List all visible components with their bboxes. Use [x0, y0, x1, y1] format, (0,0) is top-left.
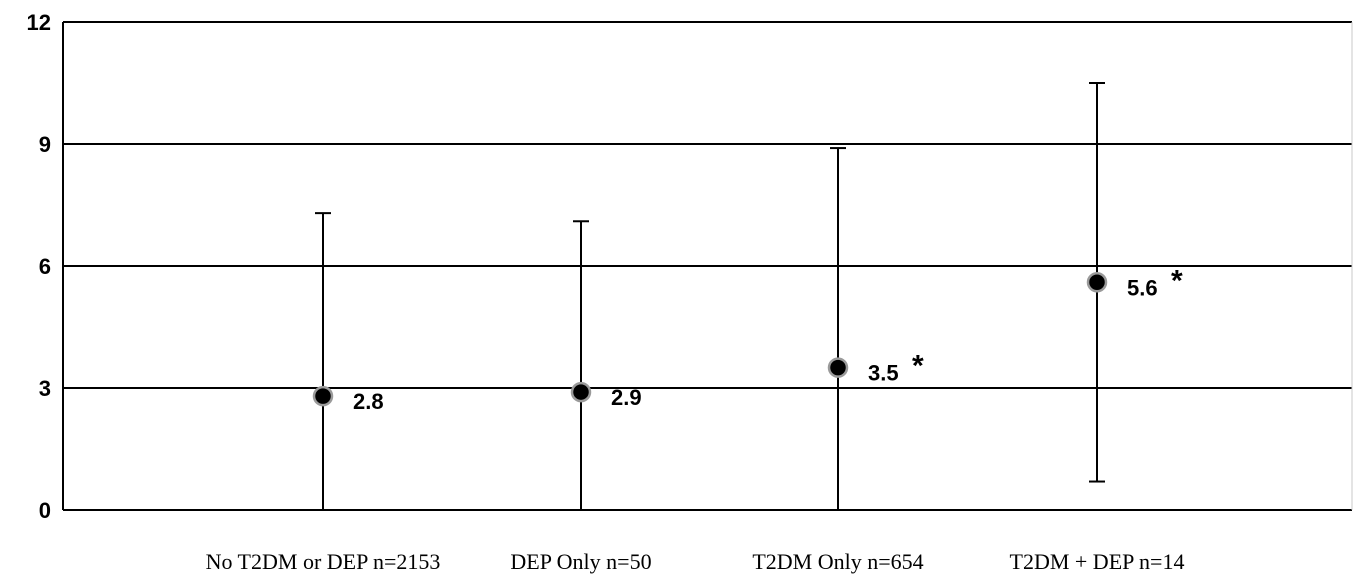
y-tick-label-3: 3: [39, 376, 51, 401]
data-label-1: 2.8: [353, 389, 384, 414]
y-tick-label-0: 0: [39, 498, 51, 523]
y-tick-labels: 0 3 6 9 12: [27, 10, 51, 523]
data-label-3: 3.5: [868, 361, 899, 386]
x-tick-label-4: T2DM + DEP n=14: [1010, 549, 1185, 574]
y-tick-label-12: 12: [27, 10, 51, 35]
annotations: **: [912, 264, 1183, 382]
data-point-2: [570, 381, 592, 403]
x-tick-labels: No T2DM or DEP n=2153 DEP Only n=50 T2DM O…: [206, 549, 1185, 574]
gridlines: [63, 21, 1352, 389]
significance-asterisk-4: *: [1171, 264, 1183, 297]
axes: [62, 22, 1353, 511]
y-tick-label-6: 6: [39, 254, 51, 279]
x-tick-label-3: T2DM Only n=654: [752, 549, 923, 574]
data-label-4: 5.6: [1127, 275, 1158, 300]
x-tick-label-2: DEP Only n=50: [510, 549, 651, 574]
y-tick-label-9: 9: [39, 132, 51, 157]
data-point-4: [1086, 272, 1108, 293]
data-point-1: [312, 385, 334, 407]
data-label-2: 2.9: [611, 385, 642, 410]
significance-asterisk-3: *: [912, 350, 924, 383]
x-tick-label-1: No T2DM or DEP n=2153: [206, 549, 441, 574]
data-points: [312, 272, 1108, 407]
data-point-3: [827, 357, 849, 378]
data-labels: 2.8 2.9 3.5 5.6: [353, 275, 1158, 414]
